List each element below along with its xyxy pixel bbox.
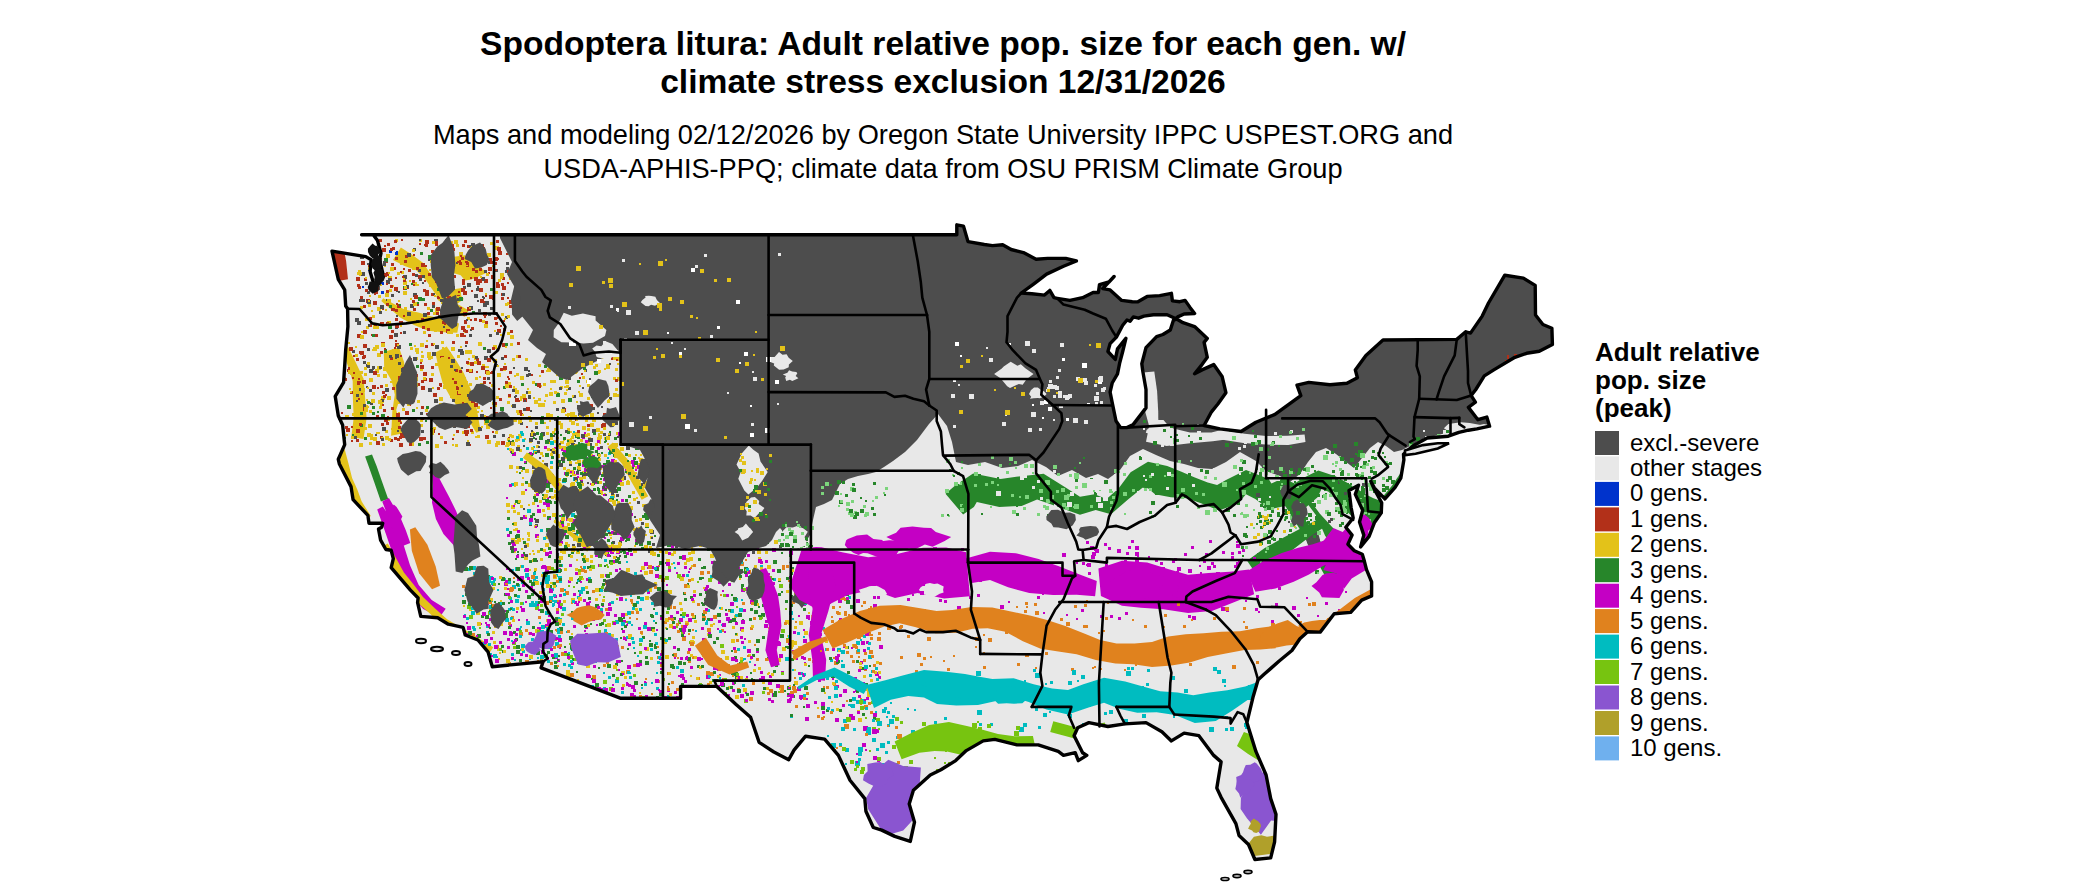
svg-text:7 gens.: 7 gens. bbox=[1630, 658, 1709, 685]
svg-text:5 gens.: 5 gens. bbox=[1630, 607, 1709, 634]
svg-text:(peak): (peak) bbox=[1595, 393, 1672, 423]
svg-text:2 gens.: 2 gens. bbox=[1630, 530, 1709, 557]
svg-text:climate stress exclusion 12/31: climate stress exclusion 12/31/2026 bbox=[660, 63, 1226, 100]
svg-text:Spodoptera litura: Adult relat: Spodoptera litura: Adult relative pop. s… bbox=[480, 25, 1406, 62]
svg-text:3 gens.: 3 gens. bbox=[1630, 556, 1709, 583]
svg-text:Maps and modeling 02/12/2026 b: Maps and modeling 02/12/2026 by Oregon S… bbox=[433, 119, 1453, 150]
svg-text:10 gens.: 10 gens. bbox=[1630, 734, 1722, 761]
svg-text:4 gens.: 4 gens. bbox=[1630, 581, 1709, 608]
svg-text:0 gens.: 0 gens. bbox=[1630, 479, 1709, 506]
svg-text:1 gens.: 1 gens. bbox=[1630, 505, 1709, 532]
svg-text:excl.-severe: excl.-severe bbox=[1630, 429, 1759, 456]
svg-text:Adult relative: Adult relative bbox=[1595, 337, 1760, 367]
svg-text:8 gens.: 8 gens. bbox=[1630, 683, 1709, 710]
svg-text:USDA-APHIS-PPQ; climate data f: USDA-APHIS-PPQ; climate data from OSU PR… bbox=[543, 153, 1342, 184]
svg-text:pop. size: pop. size bbox=[1595, 365, 1706, 395]
svg-text:other stages: other stages bbox=[1630, 454, 1762, 481]
svg-text:9 gens.: 9 gens. bbox=[1630, 709, 1709, 736]
svg-text:6 gens.: 6 gens. bbox=[1630, 632, 1709, 659]
